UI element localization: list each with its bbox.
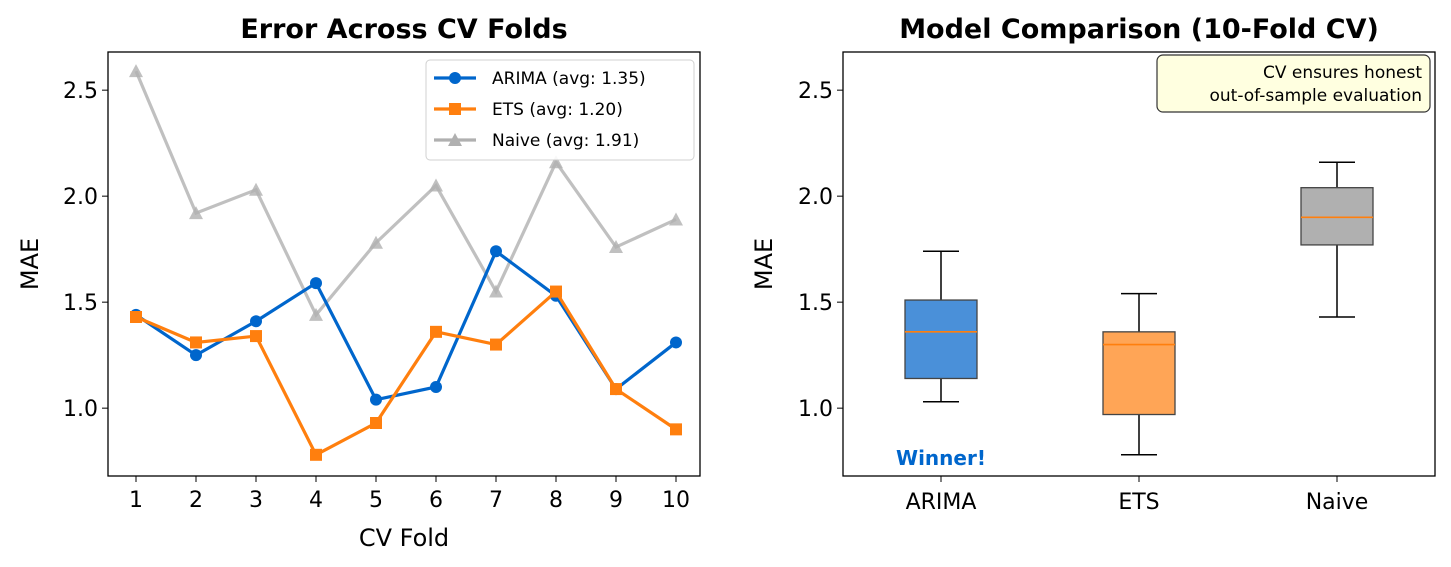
y-tick-label: 2.5	[63, 79, 98, 104]
x-tick-label: 5	[369, 488, 383, 513]
box-ets	[1102, 331, 1176, 416]
data-point	[249, 182, 263, 196]
series-line-square	[135, 289, 677, 457]
left-plot-frame	[107, 51, 701, 477]
left-title: Error Across CV Folds	[240, 14, 567, 45]
left-ylabel: MAE	[16, 238, 44, 290]
data-point	[309, 307, 323, 321]
y-tick-label: 1.5	[63, 291, 98, 316]
y-tick-label: 2.0	[798, 185, 833, 210]
y-tick-label: 2.5	[798, 79, 833, 104]
legend-label: ARIMA (avg: 1.35)	[492, 69, 646, 89]
data-point	[669, 212, 683, 226]
y-tick-label: 1.0	[798, 397, 833, 422]
legend-box	[425, 59, 695, 161]
y-tick-label: 1.0	[63, 397, 98, 422]
x-tick-label: 3	[249, 488, 263, 513]
data-point	[430, 380, 442, 393]
x-tick-label: 6	[429, 488, 443, 513]
x-tick-label: 8	[549, 488, 563, 513]
data-point	[490, 245, 502, 258]
data-point	[490, 338, 502, 351]
x-tick-label: 1	[129, 488, 143, 513]
data-point	[670, 336, 682, 349]
x-tick-label: 4	[309, 488, 323, 513]
data-point	[370, 417, 382, 429]
series-line-triangle	[134, 70, 677, 318]
data-point	[310, 277, 322, 290]
note-box	[1156, 54, 1431, 113]
y-tick-label: 1.5	[798, 291, 833, 316]
note-line: CV ensures honest	[1263, 63, 1422, 83]
data-point	[129, 64, 143, 78]
legend-marker	[449, 72, 461, 84]
data-point	[189, 206, 203, 220]
data-point	[429, 178, 443, 192]
box-arima	[904, 299, 978, 380]
x-tick-label: Naive	[1306, 490, 1369, 515]
right-ylabel: MAE	[750, 238, 778, 290]
x-tick-label: 7	[489, 488, 503, 513]
box-naive	[1300, 187, 1374, 246]
x-tick-label: ETS	[1118, 490, 1159, 515]
left-xlabel: CV Fold	[359, 524, 449, 552]
data-point	[369, 235, 383, 249]
data-point	[310, 448, 322, 461]
data-point	[430, 325, 442, 338]
data-point	[609, 240, 623, 254]
data-point	[190, 336, 202, 349]
data-point	[190, 349, 202, 362]
x-tick-label: 2	[189, 488, 203, 513]
legend-marker	[449, 103, 461, 115]
winner-annotation: Winner!	[896, 446, 986, 470]
x-tick-label: 9	[609, 488, 623, 513]
data-point	[549, 155, 563, 169]
x-tick-label: ARIMA	[906, 490, 977, 515]
x-tick-label: 10	[662, 488, 690, 513]
data-point	[550, 285, 562, 298]
data-point	[610, 383, 622, 396]
data-point	[670, 423, 682, 436]
data-point	[250, 315, 262, 328]
legend-label: Naive (avg: 1.91)	[492, 131, 639, 151]
y-tick-label: 2.0	[63, 185, 98, 210]
data-point	[489, 284, 503, 298]
data-point	[250, 330, 262, 343]
legend-marker	[448, 133, 462, 146]
right-title: Model Comparison (10-Fold CV)	[899, 14, 1379, 45]
note-line: out-of-sample evaluation	[1209, 86, 1422, 106]
data-point	[370, 393, 382, 406]
data-point	[130, 311, 142, 323]
legend-label: ETS (avg: 1.20)	[492, 100, 623, 120]
